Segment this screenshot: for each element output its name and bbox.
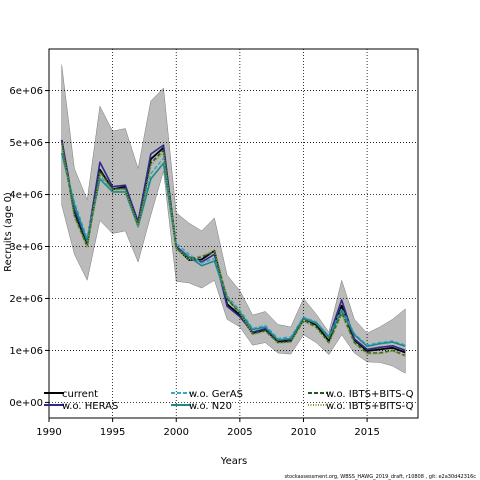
x-tick-label: 2005: [227, 427, 252, 438]
uncertainty-band: [61, 64, 406, 374]
series-line-4: [60, 142, 406, 357]
legend-label-0: current: [62, 389, 98, 400]
x-tick-label: 2015: [354, 427, 379, 438]
grid: [49, 49, 418, 418]
y-axis-label: Recruits (age 0): [3, 192, 14, 272]
legend-label-2: w.o. GerAS: [189, 389, 243, 400]
y-tick-label: 1e+06: [9, 346, 43, 357]
y-tick-label: 5e+06: [9, 138, 43, 149]
y-axis: 0e+00 1e+06 2e+06 3e+06 4e+06 5e+06 6e+06: [9, 86, 49, 409]
x-axis: 1990 1995 2000 2005 2010 2015: [36, 418, 380, 438]
y-tick-label: 2e+06: [9, 294, 43, 305]
x-tick-label: 1995: [100, 427, 125, 438]
series-line-1: [60, 139, 406, 352]
x-tick-label: 1990: [36, 427, 61, 438]
legend-label-1: w.o. HERAS: [62, 401, 118, 412]
confidence-band: [61, 64, 406, 374]
legend-label-4: w.o. IBTS+BITS-Q: [326, 389, 414, 400]
plot-frame: [48, 48, 419, 419]
x-axis-label: Years: [220, 456, 247, 467]
x-tick-label: 2000: [164, 427, 189, 438]
y-tick-label: 6e+06: [9, 86, 43, 97]
y-tick-label: 3e+06: [9, 242, 43, 253]
series-line-5: [60, 142, 406, 357]
x-tick-label: 2010: [291, 427, 316, 438]
legend-label-5: w.o. IBTS+BITS-Q: [326, 401, 414, 412]
legend-label-3: w.o. N20: [189, 401, 232, 412]
y-tick-label: 4e+06: [9, 190, 43, 201]
series-lines: [60, 139, 406, 357]
footer-text: stockassessment.org, WBSS_HAWG_2019_draf…: [284, 474, 476, 480]
y-tick-label: 0e+00: [9, 398, 43, 409]
